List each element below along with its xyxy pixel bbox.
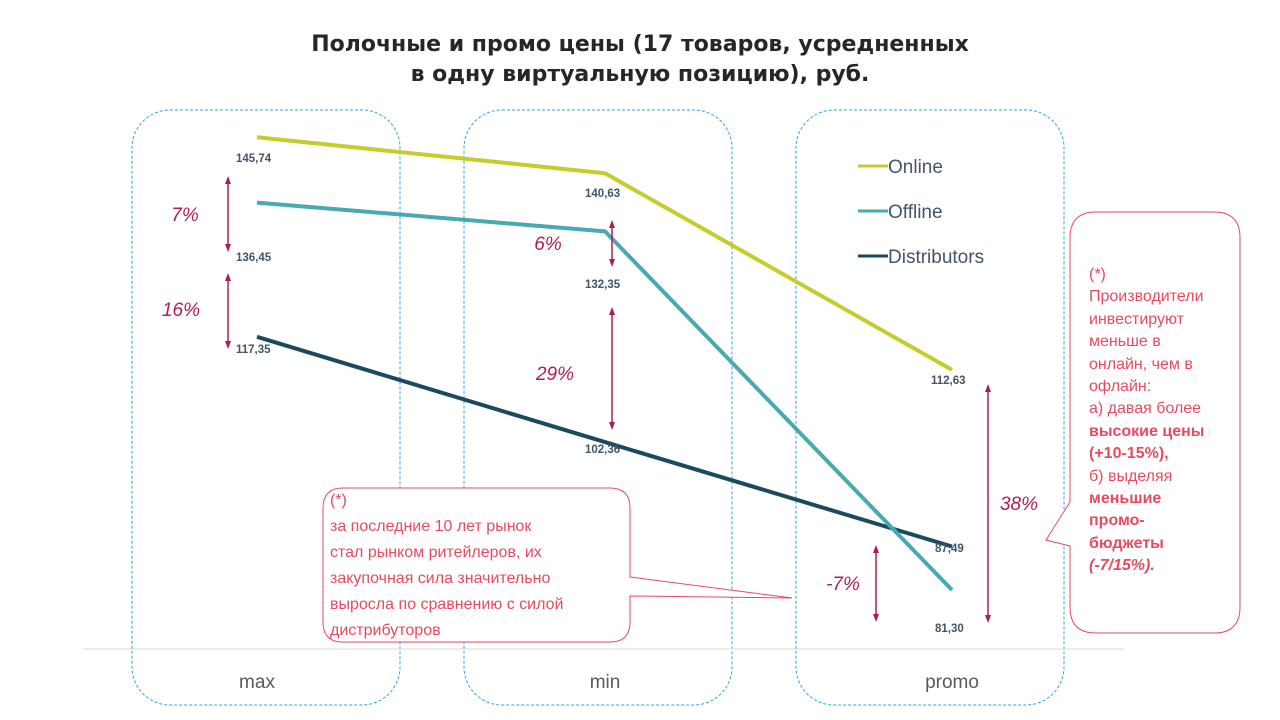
series-line-offline xyxy=(256,200,954,592)
x-tick-label: min xyxy=(590,672,621,693)
callout-right-box xyxy=(1045,211,1241,634)
callout-right-line: инвестируют xyxy=(1089,310,1184,328)
category-frame xyxy=(795,109,1065,706)
data-label: 145,74 xyxy=(236,153,272,165)
data-label: 102,36 xyxy=(585,444,620,456)
data-label: 87,49 xyxy=(935,543,964,555)
callout-right-line: (-7/15%). xyxy=(1089,557,1155,575)
series-line-online xyxy=(256,135,953,372)
category-frame xyxy=(131,109,401,706)
callout-right-line: а) давая более xyxy=(1089,400,1202,418)
data-label: 117,35 xyxy=(236,344,271,356)
callout-right-line: б) выделяя xyxy=(1089,467,1173,485)
callout-right-text: (*) Производители инвестируют меньше в о… xyxy=(1089,264,1224,578)
callout-bottom-line: закупочная сила значительно xyxy=(330,570,551,587)
callout-bottom-box xyxy=(322,487,793,643)
callout-right-mark: (*) xyxy=(1089,266,1106,283)
annotation-label: 38% xyxy=(1000,494,1038,515)
callout-bottom-line: за последние 10 лет рынок xyxy=(330,518,532,535)
legend-label: Offline xyxy=(888,202,943,223)
data-label: 112,63 xyxy=(931,375,966,387)
data-label: 132,35 xyxy=(585,279,621,291)
chart-title-line2: в одну виртуальную позицию), руб. xyxy=(410,62,870,87)
annotation-label: 6% xyxy=(534,234,562,255)
callout-bottom-mark: (*) xyxy=(330,492,347,509)
callout-right-line: высокие цены xyxy=(1089,422,1205,440)
callout-bottom-line: дистрибуторов xyxy=(330,622,441,639)
series-line-distributors xyxy=(256,334,953,549)
callout-right-line: офлайн: xyxy=(1089,378,1152,396)
legend: Online Offline Distributors xyxy=(858,157,984,268)
callout-right-line: промо- xyxy=(1089,512,1145,530)
annotation-label: 16% xyxy=(162,300,200,321)
callout-shapes xyxy=(322,211,1241,643)
annotation-label: 7% xyxy=(171,205,199,226)
callout-right-line: онлайн, чем в xyxy=(1089,355,1193,373)
callout-right-line: меньшие xyxy=(1089,490,1162,508)
x-tick-label: max xyxy=(239,672,275,693)
legend-label: Online xyxy=(888,157,943,178)
callout-right-line: меньше в xyxy=(1089,333,1161,351)
callout-right-line: бюджеты xyxy=(1089,534,1164,552)
callout-bottom-line: стал рынком ритейлеров, их xyxy=(330,544,542,561)
category-frames: max min promo xyxy=(131,109,1065,706)
callout-right-line: Производители xyxy=(1089,288,1204,306)
callout-bottom-text: (*) за последние 10 лет рынок стал рынко… xyxy=(330,488,630,644)
annotation-label: -7% xyxy=(826,574,860,595)
annotation-layer: 7% 16% 6% 29% 38% -7% xyxy=(162,176,1038,623)
data-label: 136,45 xyxy=(236,252,272,264)
chart-title: Полочные и промо цены (17 товаров, усред… xyxy=(0,30,1280,90)
annotation-label: 29% xyxy=(535,364,574,385)
category-frame xyxy=(463,109,733,706)
series-layer xyxy=(256,135,954,592)
callout-right-line: (+10-15%), xyxy=(1089,445,1169,463)
callout-bottom-line: выросла по сравнению с силой xyxy=(330,596,564,613)
data-label: 140,63 xyxy=(585,188,620,200)
x-tick-label: promo xyxy=(925,672,979,693)
data-label: 81,30 xyxy=(935,623,964,635)
chart-title-line1: Полочные и промо цены (17 товаров, усред… xyxy=(311,32,969,57)
legend-label: Distributors xyxy=(888,247,984,268)
label-layer: 145,74 140,63 112,63 136,45 132,35 81,30 117,3… xyxy=(236,153,966,635)
